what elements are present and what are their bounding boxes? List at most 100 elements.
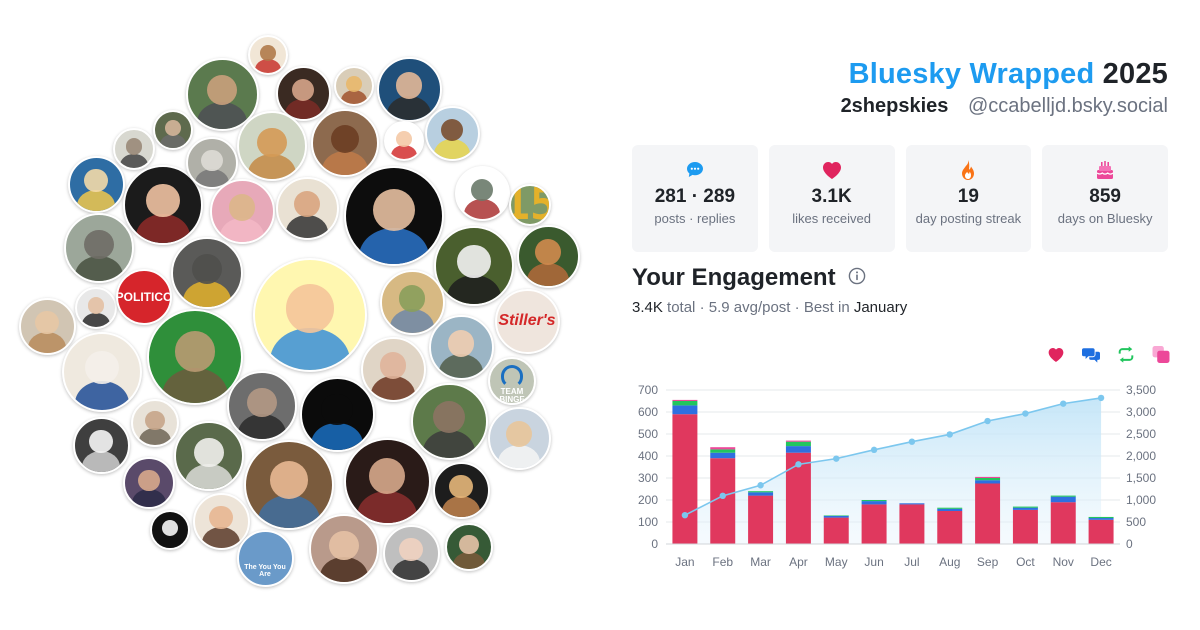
follower-avatar[interactable] (309, 514, 379, 584)
y-right-tick-label: 2,000 (1126, 449, 1156, 463)
x-tick-label: May (825, 555, 848, 569)
follower-avatar[interactable] (123, 457, 175, 509)
bar-likes (823, 517, 849, 544)
heart-icon[interactable] (1047, 346, 1065, 364)
stat-card-streak: 19 day posting streak (905, 145, 1032, 252)
follower-avatar[interactable] (445, 523, 493, 571)
follower-avatar[interactable]: Stiller's (494, 288, 560, 354)
follower-avatar[interactable] (379, 269, 445, 335)
follower-avatar[interactable] (147, 309, 243, 405)
cumulative-point (908, 438, 916, 445)
follower-avatar[interactable] (434, 226, 514, 306)
info-icon[interactable] (848, 264, 866, 292)
quote-icon[interactable] (1152, 346, 1170, 364)
follower-avatar[interactable] (275, 65, 331, 121)
cake-icon (1042, 159, 1168, 181)
follower-avatar[interactable] (244, 440, 334, 530)
follower-avatar[interactable] (192, 492, 250, 550)
follower-avatar[interactable]: The You You Are (236, 529, 294, 587)
stat-card-posts: 281 · 289 posts · replies (632, 145, 758, 252)
follower-avatar[interactable] (516, 224, 580, 288)
cumulative-point (1097, 394, 1105, 402)
x-tick-label: Aug (939, 555, 960, 569)
bar-likes (1012, 509, 1038, 544)
heart-icon (769, 159, 895, 181)
bar-likes (672, 414, 698, 544)
bar-likes (1088, 519, 1114, 544)
follower-avatar[interactable] (299, 376, 375, 452)
follower-avatar[interactable] (376, 56, 442, 122)
avatar-label: TEAM BINGE (499, 387, 525, 404)
follower-avatar[interactable] (428, 314, 494, 380)
follower-avatar[interactable] (150, 510, 190, 550)
follower-avatar[interactable] (275, 176, 339, 240)
follower-avatar[interactable] (64, 213, 134, 283)
page-title: Bluesky Wrapped 2025 (849, 58, 1168, 91)
follower-avatar[interactable] (174, 421, 244, 491)
follower-avatar[interactable] (67, 155, 125, 213)
bar-quotes (710, 447, 736, 450)
avatar-cloud: 15 POLITICO Stiller's TEAM BINGE The You You… (18, 35, 580, 587)
follower-avatar[interactable] (382, 524, 440, 582)
follower-avatar[interactable] (311, 109, 379, 177)
follower-avatar[interactable] (487, 406, 551, 470)
follower-avatar[interactable] (360, 336, 426, 402)
bar-likes (861, 504, 887, 544)
follower-avatar[interactable] (227, 371, 297, 441)
x-tick-label: Feb (712, 555, 733, 569)
follower-avatar[interactable]: 15 (509, 184, 551, 226)
avatar-label: 15 (511, 186, 549, 224)
follower-avatar[interactable] (113, 128, 155, 170)
avatar-label: POLITICO (116, 290, 172, 304)
follower-avatar[interactable] (72, 416, 130, 474)
follower-avatar[interactable] (62, 332, 142, 412)
stat-card-likes: 3.1K likes received (768, 145, 895, 252)
follower-avatar[interactable] (153, 110, 193, 150)
headphones-icon (500, 365, 524, 389)
follower-avatar[interactable] (384, 121, 424, 161)
follower-avatar[interactable] (343, 437, 431, 525)
follower-avatar[interactable] (171, 237, 243, 309)
follower-avatar[interactable] (432, 461, 490, 519)
cumulative-point (757, 482, 764, 489)
bar-reposts (1012, 506, 1038, 508)
bar-likes (785, 452, 811, 544)
follower-avatar[interactable] (209, 178, 275, 244)
follower-avatar[interactable] (334, 66, 374, 106)
follower-avatar[interactable]: TEAM BINGE (488, 357, 536, 405)
x-tick-label: Jan (675, 555, 694, 569)
bar-quotes (785, 440, 811, 442)
follower-avatar[interactable] (424, 105, 480, 161)
bar-likes (899, 504, 925, 544)
follower-avatar[interactable] (253, 258, 367, 372)
bar-replies (710, 452, 736, 459)
avatar-label: The You You Are (244, 564, 286, 578)
bar-replies (899, 503, 925, 505)
x-tick-label: Dec (1090, 555, 1111, 569)
cumulative-point (1060, 400, 1067, 407)
follower-avatar[interactable] (131, 399, 179, 447)
follower-avatar[interactable] (185, 57, 259, 131)
follower-avatar[interactable] (344, 166, 444, 266)
engagement-heading: Your Engagement (632, 264, 836, 291)
display-name[interactable]: 2shepskies (840, 95, 949, 117)
stat-value: 3.1K (811, 186, 852, 207)
follower-avatar[interactable] (75, 287, 117, 329)
follower-avatar[interactable] (248, 35, 288, 75)
cumulative-point (795, 461, 802, 468)
follower-avatar[interactable] (237, 111, 307, 181)
stat-value: 859 (1089, 186, 1121, 207)
reply-icon[interactable] (1082, 346, 1100, 364)
follower-avatar[interactable] (410, 382, 488, 460)
repost-icon[interactable] (1117, 346, 1135, 364)
bar-quotes (975, 476, 1001, 478)
follower-avatar[interactable] (123, 165, 203, 245)
stat-label: likes received (792, 211, 871, 226)
follower-avatar[interactable] (186, 137, 238, 189)
follower-avatar[interactable] (454, 165, 510, 221)
chat-bubble-icon (632, 159, 758, 181)
follower-avatar[interactable] (18, 297, 76, 355)
user-handle[interactable]: @ccabelljd.bsky.social (967, 95, 1168, 117)
follower-avatar[interactable]: POLITICO (116, 269, 172, 325)
avatar-label: Stiller's (498, 312, 556, 329)
